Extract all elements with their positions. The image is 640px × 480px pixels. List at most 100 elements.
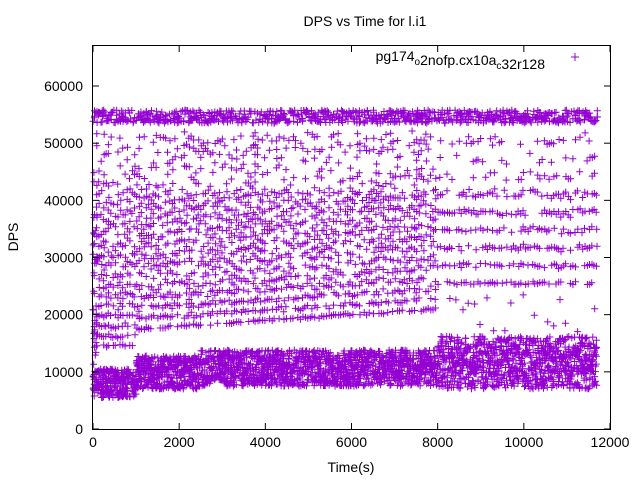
data-point: [360, 382, 368, 390]
data-point: [434, 360, 442, 367]
data-point: [466, 345, 473, 353]
data-point: [549, 376, 557, 384]
data-point: [369, 380, 377, 388]
data-point: [526, 352, 534, 360]
data-point: [495, 367, 503, 375]
data-point: [304, 376, 312, 384]
data-point: [468, 385, 475, 393]
data-point: [471, 384, 479, 392]
data-point: [303, 382, 310, 390]
data-point: [345, 374, 353, 382]
data-point: [434, 342, 442, 350]
data-point: [356, 379, 364, 387]
data-point: [439, 333, 447, 341]
data-point: [300, 366, 308, 374]
data-point: [416, 375, 423, 383]
data-point: [493, 351, 501, 359]
data-point: [511, 352, 519, 360]
data-point: [489, 338, 497, 346]
data-point: [364, 364, 372, 372]
data-point: [546, 343, 554, 351]
data-point: [565, 333, 573, 340]
data-point: [244, 380, 252, 388]
data-point: [107, 376, 115, 384]
data-point: [198, 347, 206, 355]
data-point: [487, 355, 494, 363]
data-point: [518, 356, 525, 364]
data-point: [324, 369, 332, 377]
data-point: [254, 360, 262, 368]
data-point: [475, 354, 483, 362]
data-point: [480, 359, 487, 366]
data-point: [523, 378, 531, 386]
data-point: [203, 368, 211, 376]
data-point: [576, 348, 583, 356]
data-point: [577, 346, 585, 354]
data-point: [259, 371, 267, 379]
data-point: [541, 378, 549, 386]
data-point: [484, 350, 492, 358]
data-point: [367, 381, 375, 389]
data-point: [287, 350, 295, 358]
data-point: [283, 370, 290, 378]
data-point: [222, 360, 230, 368]
data-point: [490, 383, 498, 391]
data-point: [457, 340, 465, 347]
data-point: [521, 359, 529, 367]
data-point: [223, 375, 231, 382]
data-point: [472, 370, 480, 378]
data-point: [219, 354, 227, 362]
data-point: [493, 377, 501, 385]
data-point: [539, 344, 546, 352]
data-point: [515, 344, 523, 352]
data-point: [225, 347, 233, 355]
data-point: [406, 351, 414, 359]
data-point: [507, 334, 515, 341]
data-point: [354, 363, 362, 371]
data-point: [126, 393, 134, 401]
data-point: [509, 368, 517, 376]
data-point: [212, 347, 219, 354]
data-point: [95, 367, 103, 375]
data-point: [243, 353, 251, 361]
data-point: [252, 364, 260, 371]
data-point: [481, 335, 489, 343]
data-point: [348, 347, 356, 355]
data-point: [430, 347, 438, 355]
data-point: [193, 355, 200, 363]
data-point: [382, 352, 390, 360]
data-point: [202, 349, 210, 357]
data-point: [432, 369, 440, 377]
data-point: [188, 365, 196, 373]
data-point: [409, 356, 417, 364]
data-point: [378, 353, 386, 361]
data-point: [514, 374, 522, 382]
data-point: [448, 367, 456, 375]
data-point: [438, 341, 446, 349]
data-point: [553, 382, 561, 390]
data-point: [551, 368, 559, 376]
data-point: [423, 354, 431, 362]
data-point: [465, 371, 473, 379]
data-point: [397, 380, 405, 388]
data-point: [447, 338, 454, 346]
data-point: [360, 367, 368, 374]
data-point: [559, 354, 566, 362]
data-point: [458, 338, 466, 346]
data-point: [541, 357, 549, 365]
data-point: [396, 366, 404, 374]
data-point: [254, 348, 262, 356]
data-point: [484, 378, 491, 386]
data-point: [522, 369, 530, 377]
data-point: [287, 373, 295, 381]
chart-title: DPS vs Time for l.i1: [304, 13, 427, 29]
data-point: [398, 381, 406, 389]
data-point: [370, 368, 378, 375]
data-point: [357, 374, 364, 382]
data-point: [536, 356, 544, 364]
data-point: [376, 348, 384, 355]
data-point: [560, 382, 567, 390]
data-point: [433, 364, 441, 372]
data-point: [90, 392, 98, 400]
data-point: [124, 366, 132, 374]
